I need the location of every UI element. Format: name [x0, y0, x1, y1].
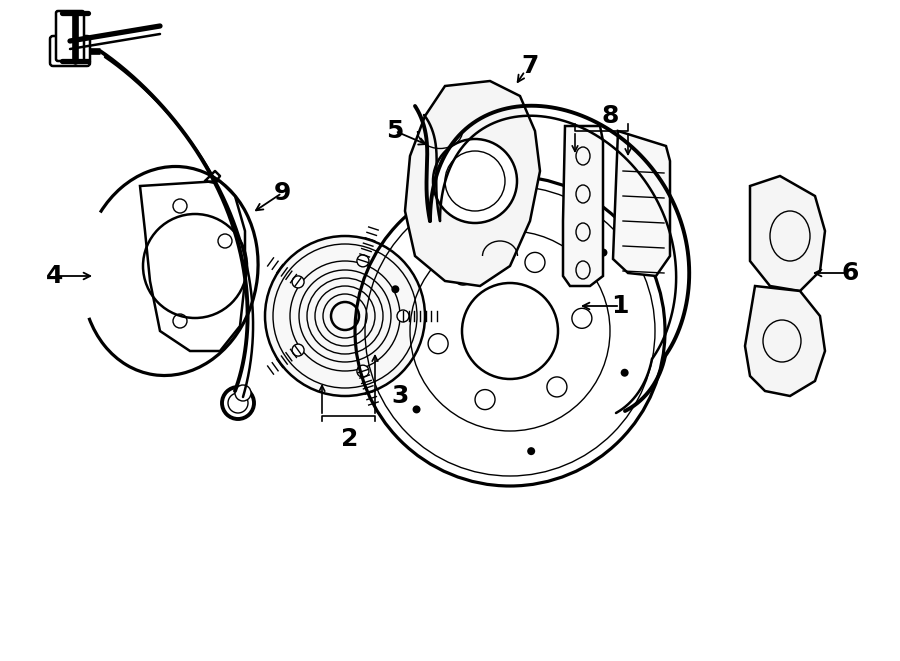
- Polygon shape: [563, 126, 603, 286]
- Text: 4: 4: [46, 264, 64, 288]
- Text: 7: 7: [521, 54, 539, 78]
- Circle shape: [222, 387, 254, 419]
- Circle shape: [392, 286, 400, 293]
- Circle shape: [292, 344, 304, 356]
- Circle shape: [265, 236, 425, 396]
- Circle shape: [357, 365, 369, 377]
- Text: 6: 6: [842, 261, 859, 285]
- Text: 9: 9: [274, 181, 291, 205]
- Circle shape: [621, 369, 628, 377]
- Polygon shape: [613, 131, 670, 276]
- Circle shape: [433, 139, 517, 223]
- FancyBboxPatch shape: [56, 11, 84, 61]
- Circle shape: [485, 207, 493, 215]
- Text: 3: 3: [392, 384, 409, 408]
- Circle shape: [235, 385, 251, 401]
- Circle shape: [599, 249, 608, 256]
- Circle shape: [292, 276, 304, 288]
- Polygon shape: [750, 176, 825, 291]
- Text: 8: 8: [601, 104, 618, 128]
- Circle shape: [397, 310, 409, 322]
- Polygon shape: [405, 81, 540, 286]
- Text: 2: 2: [341, 427, 359, 451]
- Text: 1: 1: [611, 294, 629, 318]
- Circle shape: [527, 447, 536, 455]
- Circle shape: [357, 255, 369, 267]
- Polygon shape: [745, 286, 825, 396]
- Circle shape: [412, 405, 420, 413]
- FancyBboxPatch shape: [50, 36, 90, 66]
- Text: 5: 5: [386, 119, 404, 143]
